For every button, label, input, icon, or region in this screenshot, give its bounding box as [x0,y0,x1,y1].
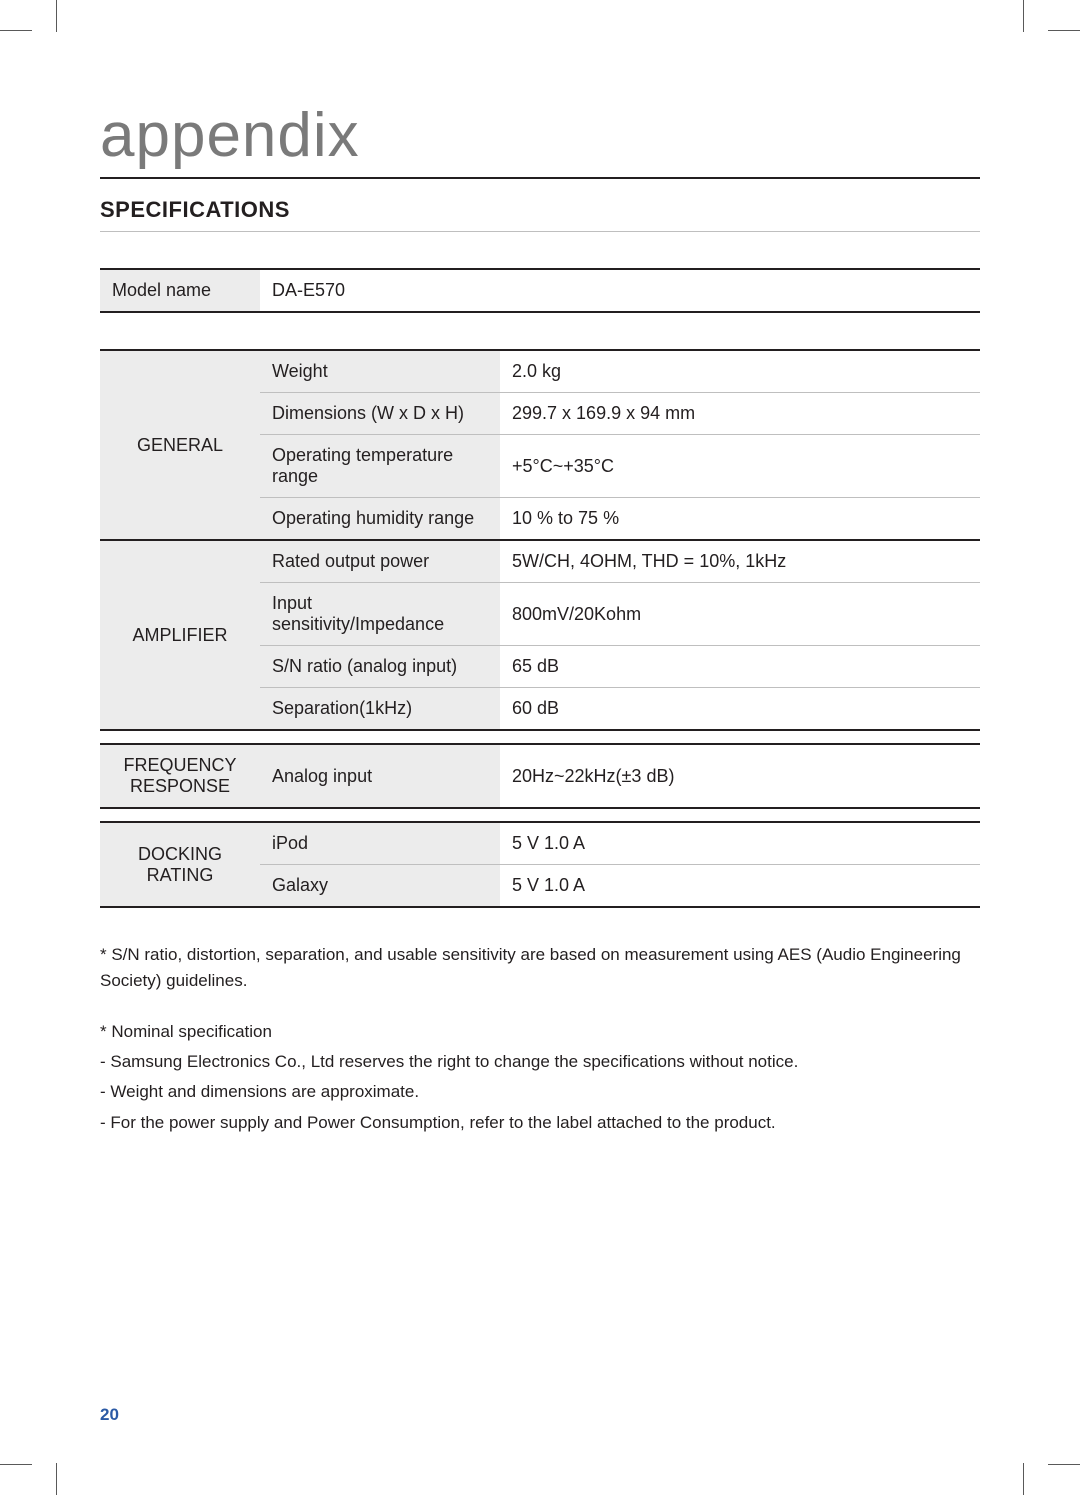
crop-mark [1048,30,1080,31]
specifications-table: GENERALWeight2.0 kgDimensions (W x D x H… [100,349,980,908]
footnote-text: * S/N ratio, distortion, separation, and… [100,945,961,990]
spec-value: 60 dB [500,688,980,731]
spec-label: Operating humidity range [260,498,500,541]
crop-mark [56,1463,57,1495]
page-number: 20 [100,1405,119,1425]
crop-mark [0,30,32,31]
category-cell: FREQUENCY RESPONSE [100,744,260,808]
footnote-bullet: - For the power supply and Power Consump… [100,1110,980,1136]
spec-label: Separation(1kHz) [260,688,500,731]
spec-row: GENERALWeight2.0 kg [100,350,980,393]
spec-label: Input sensitivity/Impedance [260,583,500,646]
spec-value: 5W/CH, 4OHM, THD = 10%, 1kHz [500,540,980,583]
spec-label: Rated output power [260,540,500,583]
crop-mark [1048,1464,1080,1465]
spec-label: Weight [260,350,500,393]
footnotes: * S/N ratio, distortion, separation, and… [100,942,980,1136]
crop-mark [1023,1463,1024,1495]
spec-value: 5 V 1.0 A [500,865,980,908]
footnote-bullet: - Weight and dimensions are approximate. [100,1079,980,1105]
model-value: DA-E570 [260,269,980,312]
document-page: appendix SPECIFICATIONS Model name DA-E5… [0,0,1080,1495]
spec-value: 10 % to 75 % [500,498,980,541]
spec-value: 20Hz~22kHz(±3 dB) [500,744,980,808]
spec-row: DOCKING RATINGiPod5 V 1.0 A [100,822,980,865]
spec-value: 5 V 1.0 A [500,822,980,865]
spec-value: 65 dB [500,646,980,688]
spec-label: Operating temperature range [260,435,500,498]
footnote-bullet: - Samsung Electronics Co., Ltd reserves … [100,1049,980,1075]
spacer-row [100,808,980,822]
spec-label: Galaxy [260,865,500,908]
spec-value: 299.7 x 169.9 x 94 mm [500,393,980,435]
spec-label: Dimensions (W x D x H) [260,393,500,435]
spec-value: 2.0 kg [500,350,980,393]
spec-value: +5°C~+35°C [500,435,980,498]
spec-row: AMPLIFIERRated output power5W/CH, 4OHM, … [100,540,980,583]
model-table: Model name DA-E570 [100,268,980,313]
spacer-row [100,730,980,744]
crop-mark [1023,0,1024,32]
spec-value: 800mV/20Kohm [500,583,980,646]
model-row: Model name DA-E570 [100,269,980,312]
spec-label: Analog input [260,744,500,808]
crop-mark [56,0,57,32]
category-cell: AMPLIFIER [100,540,260,730]
category-cell: GENERAL [100,350,260,540]
spec-row: FREQUENCY RESPONSEAnalog input20Hz~22kHz… [100,744,980,808]
section-heading: SPECIFICATIONS [100,197,980,232]
category-cell: DOCKING RATING [100,822,260,907]
spec-label: iPod [260,822,500,865]
page-title: appendix [100,100,980,179]
model-label: Model name [100,269,260,312]
footnote-text: * Nominal specification [100,1022,272,1041]
spec-label: S/N ratio (analog input) [260,646,500,688]
crop-mark [0,1464,32,1465]
